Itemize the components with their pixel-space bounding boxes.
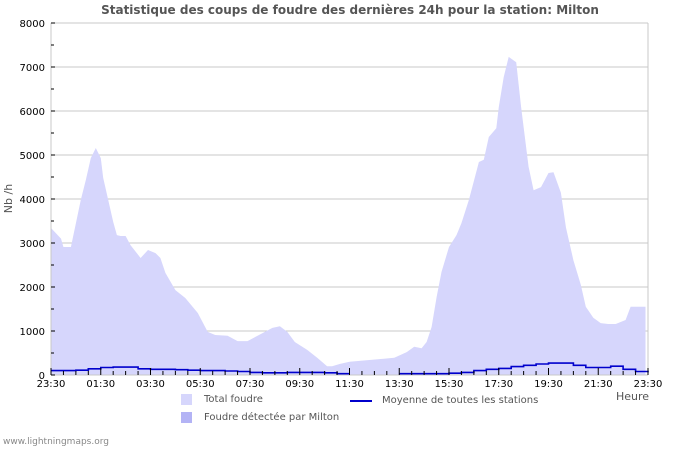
legend-total: Total foudre bbox=[181, 394, 263, 405]
svg-text:4000: 4000 bbox=[20, 195, 45, 206]
x-axis-ticks: 23:30 01:30 03:30 05:30 07:30 09:30 11:30 13:30… bbox=[37, 368, 663, 390]
svg-text:6000: 6000 bbox=[20, 107, 45, 118]
svg-text:0: 0 bbox=[39, 371, 45, 382]
svg-text:17:30: 17:30 bbox=[484, 379, 513, 390]
footer-source: www.lightningmaps.org bbox=[3, 437, 109, 447]
legend-average: Moyenne de toutes les stations bbox=[350, 395, 538, 406]
legend-station: Foudre détectée par Milton bbox=[181, 412, 339, 423]
x-axis-label: Heure bbox=[616, 390, 650, 403]
svg-text:2000: 2000 bbox=[20, 283, 45, 294]
legend-station-label: Foudre détectée par Milton bbox=[204, 412, 340, 423]
station-swatch-icon bbox=[181, 412, 192, 423]
legend-average-label: Moyenne de toutes les stations bbox=[382, 395, 539, 406]
y-axis-label: Nb /h bbox=[2, 183, 16, 214]
svg-text:01:30: 01:30 bbox=[86, 379, 115, 390]
y-axis-ticks: 0 1000 2000 3000 4000 5000 6000 7000 8000 bbox=[20, 19, 55, 382]
svg-text:09:30: 09:30 bbox=[285, 379, 314, 390]
total-swatch-icon bbox=[181, 394, 192, 405]
svg-text:7000: 7000 bbox=[20, 63, 45, 74]
svg-text:3000: 3000 bbox=[20, 239, 45, 250]
svg-text:07:30: 07:30 bbox=[236, 379, 265, 390]
svg-text:05:30: 05:30 bbox=[186, 379, 215, 390]
total-foudre-area bbox=[51, 56, 646, 376]
svg-text:03:30: 03:30 bbox=[136, 379, 165, 390]
svg-text:21:30: 21:30 bbox=[584, 379, 613, 390]
average-line-swatch-icon bbox=[350, 399, 372, 402]
svg-text:23:30: 23:30 bbox=[634, 379, 663, 390]
legend-total-label: Total foudre bbox=[204, 394, 263, 405]
svg-text:19:30: 19:30 bbox=[534, 379, 563, 390]
chart-title: Statistique des coups de foudre des dern… bbox=[101, 3, 599, 17]
svg-text:13:30: 13:30 bbox=[385, 379, 414, 390]
svg-text:15:30: 15:30 bbox=[435, 379, 464, 390]
svg-text:8000: 8000 bbox=[20, 19, 45, 30]
svg-text:5000: 5000 bbox=[20, 151, 45, 162]
svg-text:23:30: 23:30 bbox=[37, 379, 66, 390]
svg-text:11:30: 11:30 bbox=[335, 379, 364, 390]
svg-text:1000: 1000 bbox=[20, 327, 45, 338]
